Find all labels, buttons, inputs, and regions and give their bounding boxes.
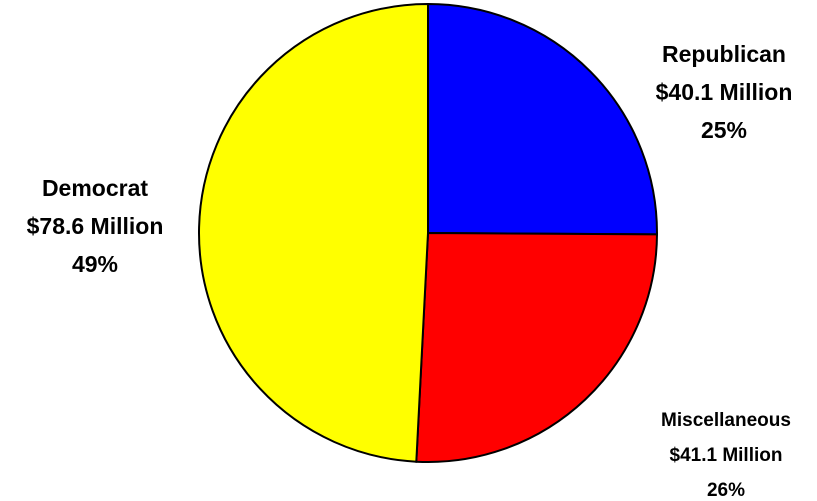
slice-value-label: $41.1 Million [670,445,783,466]
slice-share-label: 49% [72,251,118,277]
pie-slice [427,2,658,236]
slice-value-label: $40.1 Million [656,79,793,105]
slice-label: Miscellaneous [661,410,791,431]
slice-label: Republican [662,41,786,67]
slice-label: Democrat [42,175,148,201]
pie-slice [197,2,429,463]
pie-slice [415,231,659,463]
slice-share-label: 25% [701,117,747,143]
slice-share-label: 26% [707,480,745,501]
slice-value-label: $78.6 Million [27,213,164,239]
